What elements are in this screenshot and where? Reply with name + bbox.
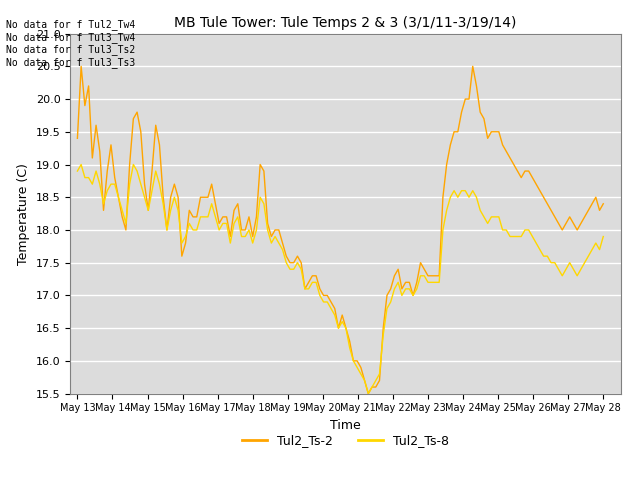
Tul2_Ts-8: [600, 234, 607, 240]
Tul2_Ts-8: [353, 364, 361, 370]
Tul2_Ts-2: [77, 63, 85, 69]
Y-axis label: Temperature (C): Temperature (C): [17, 163, 30, 264]
Tul2_Ts-2: [331, 306, 339, 312]
Tul2_Ts-2: [600, 201, 607, 207]
Tul2_Ts-8: [413, 286, 420, 292]
Tul2_Ts-2: [424, 273, 432, 279]
Tul2_Ts-8: [331, 312, 339, 318]
Tul2_Ts-2: [237, 227, 245, 233]
Text: No data for f Tul2_Tw4
No data for f Tul3_Tw4
No data for f Tul3_Ts2
No data for: No data for f Tul2_Tw4 No data for f Tul…: [6, 19, 136, 68]
Line: Tul2_Ts-8: Tul2_Ts-8: [77, 165, 604, 394]
Title: MB Tule Tower: Tule Temps 2 & 3 (3/1/11-3/19/14): MB Tule Tower: Tule Temps 2 & 3 (3/1/11-…: [175, 16, 516, 30]
Tul2_Ts-2: [547, 207, 555, 213]
Tul2_Ts-8: [74, 168, 81, 174]
Tul2_Ts-8: [237, 234, 245, 240]
Legend: Tul2_Ts-2, Tul2_Ts-8: Tul2_Ts-2, Tul2_Ts-8: [237, 429, 454, 452]
X-axis label: Time: Time: [330, 419, 361, 432]
Tul2_Ts-8: [424, 279, 432, 285]
Tul2_Ts-2: [353, 358, 361, 364]
Tul2_Ts-8: [547, 260, 555, 265]
Tul2_Ts-2: [364, 391, 372, 396]
Tul2_Ts-2: [413, 279, 420, 285]
Tul2_Ts-2: [74, 135, 81, 141]
Tul2_Ts-8: [364, 391, 372, 396]
Line: Tul2_Ts-2: Tul2_Ts-2: [77, 66, 604, 394]
Tul2_Ts-8: [77, 162, 85, 168]
